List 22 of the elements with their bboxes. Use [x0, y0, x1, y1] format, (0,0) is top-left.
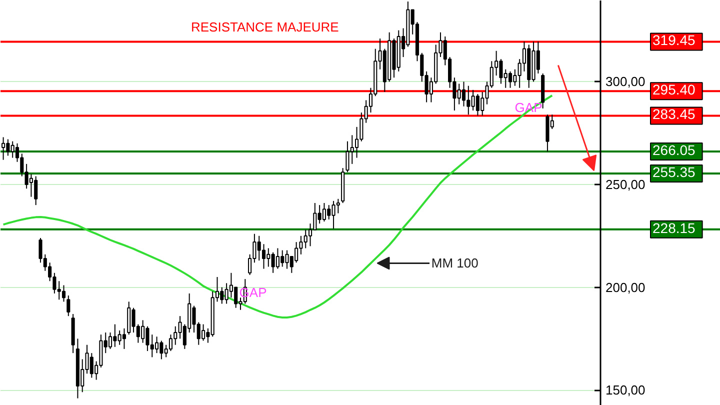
annotation: RESISTANCE MAJEURE	[190, 20, 340, 35]
ref-line-label: 283.45	[652, 106, 696, 122]
ref-line-label: 255.35	[652, 164, 696, 180]
candlestick	[122, 328, 126, 350]
candlestick	[62, 284, 66, 302]
candlestick	[66, 295, 70, 317]
y-tick-label: 300,00	[606, 74, 646, 90]
annotation: MM 100	[431, 256, 478, 271]
candlestick	[168, 334, 173, 352]
line-series	[2, 94, 554, 319]
ref-line-label: 266.05	[652, 142, 696, 158]
candlestick	[2, 136, 6, 160]
y-tick-label: 200,00	[606, 280, 646, 295]
candlestick	[108, 332, 112, 350]
ref-line-label: 319.45	[652, 32, 696, 48]
candlestick	[262, 244, 266, 270]
y-tick-label: 150,00	[606, 382, 646, 398]
candlestick	[462, 81, 466, 107]
y-tick-label: 250,00	[606, 176, 646, 192]
candlestick	[508, 70, 512, 88]
ref-line-label: 228.15	[652, 220, 696, 236]
ref-line-label: 295.40	[652, 82, 696, 98]
